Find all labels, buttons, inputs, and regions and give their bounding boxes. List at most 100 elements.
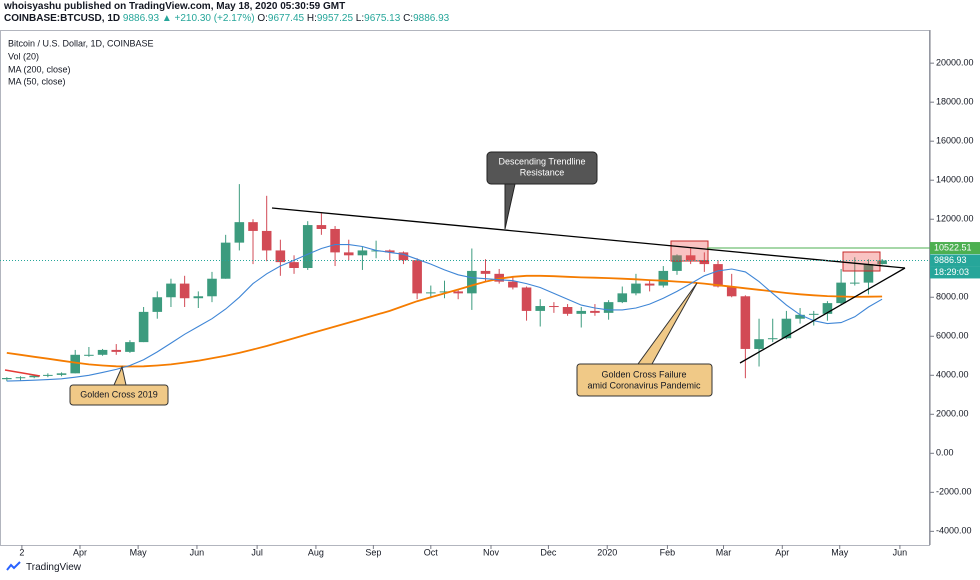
candle-body [289, 262, 299, 268]
candle-body [713, 264, 723, 287]
callout-box [576, 363, 713, 397]
ohlc-label: O: [257, 13, 268, 24]
y-tick-label: 2000.00 [936, 409, 969, 419]
candle-body [207, 278, 217, 297]
candle-body [822, 303, 833, 314]
legend-item: MA (50, close) [8, 76, 66, 86]
candle-body [343, 252, 354, 256]
x-tick-label: 2020 [597, 547, 617, 557]
publisher-line: whoisyashu published on TradingView.com,… [4, 1, 449, 13]
y-tick-label: 0.00 [936, 448, 954, 458]
chart: Descending Trendline Resistance Golden C… [0, 30, 980, 557]
candle-body [15, 377, 26, 379]
candle-body [521, 287, 532, 311]
candle-body [111, 349, 122, 352]
candle-body [453, 291, 463, 294]
candle-body [179, 283, 190, 299]
y-tick-label: -2000.00 [936, 487, 972, 497]
y-tick-label: 8000.00 [936, 292, 969, 302]
candle-body [877, 260, 887, 265]
header: whoisyashu published on TradingView.com,… [4, 1, 449, 25]
candle-body [248, 222, 258, 231]
x-tick-label: Jun [190, 547, 205, 557]
brand: TradingView [26, 561, 82, 573]
legend-item: Vol (20) [8, 51, 39, 61]
drawings: Descending Trendline Resistance Golden C… [4, 151, 906, 406]
candle-body [166, 283, 176, 298]
candle-body [412, 260, 422, 294]
callout-text: amid Coronavirus Pandemic [587, 380, 701, 390]
candle-body [808, 313, 819, 315]
price-label-box [930, 254, 980, 267]
x-tick-label: 2 [19, 547, 24, 557]
candle-body [56, 373, 67, 375]
callout-text: Resistance [520, 167, 565, 177]
ma-line [6, 244, 883, 382]
y-tick-label: 12000.00 [936, 214, 974, 224]
candle-body [43, 374, 53, 376]
ohlc-label: C: [403, 13, 414, 24]
y-tick-label: 14000.00 [936, 175, 974, 185]
candle-body [699, 260, 710, 265]
candle-body [508, 281, 518, 288]
ascending-trendline [739, 267, 906, 364]
candle-body [576, 310, 587, 314]
ma-line [6, 274, 883, 368]
x-tick-label: Mar [716, 547, 732, 557]
candle-body [97, 349, 108, 355]
x-tick-label: Aug [308, 547, 324, 557]
callout-text: Descending Trendline [498, 156, 585, 166]
candle-body [234, 222, 245, 243]
price-label: 10522.51 [934, 242, 972, 252]
x-tick-label: May [831, 547, 849, 557]
price: 9886.93 [122, 13, 160, 24]
callout-pointer [504, 183, 516, 230]
marks [2, 184, 887, 382]
candle-body [302, 225, 313, 268]
candle-body [672, 255, 682, 271]
symbol: COINBASE:BTCUSD, 1D [4, 13, 121, 24]
candle-body [384, 250, 395, 253]
candle-body [658, 270, 669, 286]
x-tick-label: Oct [424, 547, 439, 557]
candle-body [836, 282, 846, 304]
countdown: 18:29:03 [934, 267, 969, 277]
price-label-box [930, 242, 980, 255]
x-tick-label: Nov [483, 547, 500, 557]
candle-body [138, 311, 149, 343]
candle-body [480, 270, 491, 274]
footer: TradingView [6, 561, 81, 573]
publisher: whoisyashu published on TradingView.com,… [4, 1, 346, 12]
logo [6, 561, 21, 571]
candle-body [781, 318, 792, 339]
y-tick-label: 16000.00 [936, 136, 974, 146]
x-tick-label: Jun [893, 547, 908, 557]
x-tick-label: Feb [660, 547, 676, 557]
x-tick-label: Apr [73, 547, 87, 557]
callout-text: Golden Cross 2019 [80, 389, 158, 399]
candle-body [84, 354, 94, 356]
x-tick-label: Apr [775, 547, 789, 557]
candle-body [535, 306, 546, 311]
candle-body [767, 338, 778, 340]
candle-body [590, 310, 600, 313]
x-tick-label: May [130, 547, 148, 557]
candle-body [330, 228, 340, 253]
candle-body [2, 378, 12, 380]
candle-body [685, 255, 696, 261]
candle-body [152, 297, 163, 312]
y-tick-label: -4000.00 [936, 526, 972, 536]
candle-body [467, 270, 477, 294]
symbol-line: COINBASE:BTCUSD, 1D 9886.93 ▲ +210.30 (+… [4, 13, 449, 25]
candle-body [193, 296, 204, 299]
candle-body [261, 230, 272, 251]
ohlc-value: 9886.93 [413, 13, 450, 24]
candle-body [125, 342, 135, 352]
candle-body [439, 291, 450, 293]
candle-body [795, 314, 805, 319]
candle-body [740, 296, 751, 349]
candle-body [631, 283, 641, 294]
candle-body [398, 252, 409, 261]
x-tick-label: Jul [251, 547, 263, 557]
highlight-box [842, 251, 881, 272]
